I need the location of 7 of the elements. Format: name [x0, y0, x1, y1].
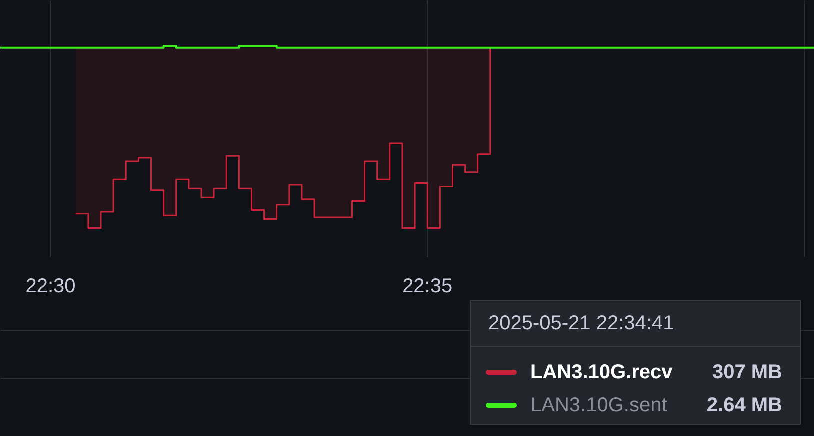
text: 2025-05-21 22:34:41	[488, 312, 674, 334]
x-tick-label: 22:35	[402, 276, 453, 298]
text: 307 MB	[712, 362, 782, 384]
x-tick-label: 22:30	[26, 276, 76, 298]
legend-label: LAN3.10G.sent	[530, 394, 668, 416]
legend-label: LAN3.10G.recv	[530, 362, 674, 384]
text: 2.64 MB	[706, 394, 783, 416]
